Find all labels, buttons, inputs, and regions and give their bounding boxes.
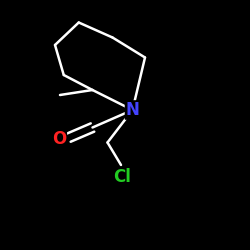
Text: N: N <box>126 101 140 119</box>
Text: O: O <box>52 130 66 148</box>
Text: Cl: Cl <box>114 168 132 186</box>
